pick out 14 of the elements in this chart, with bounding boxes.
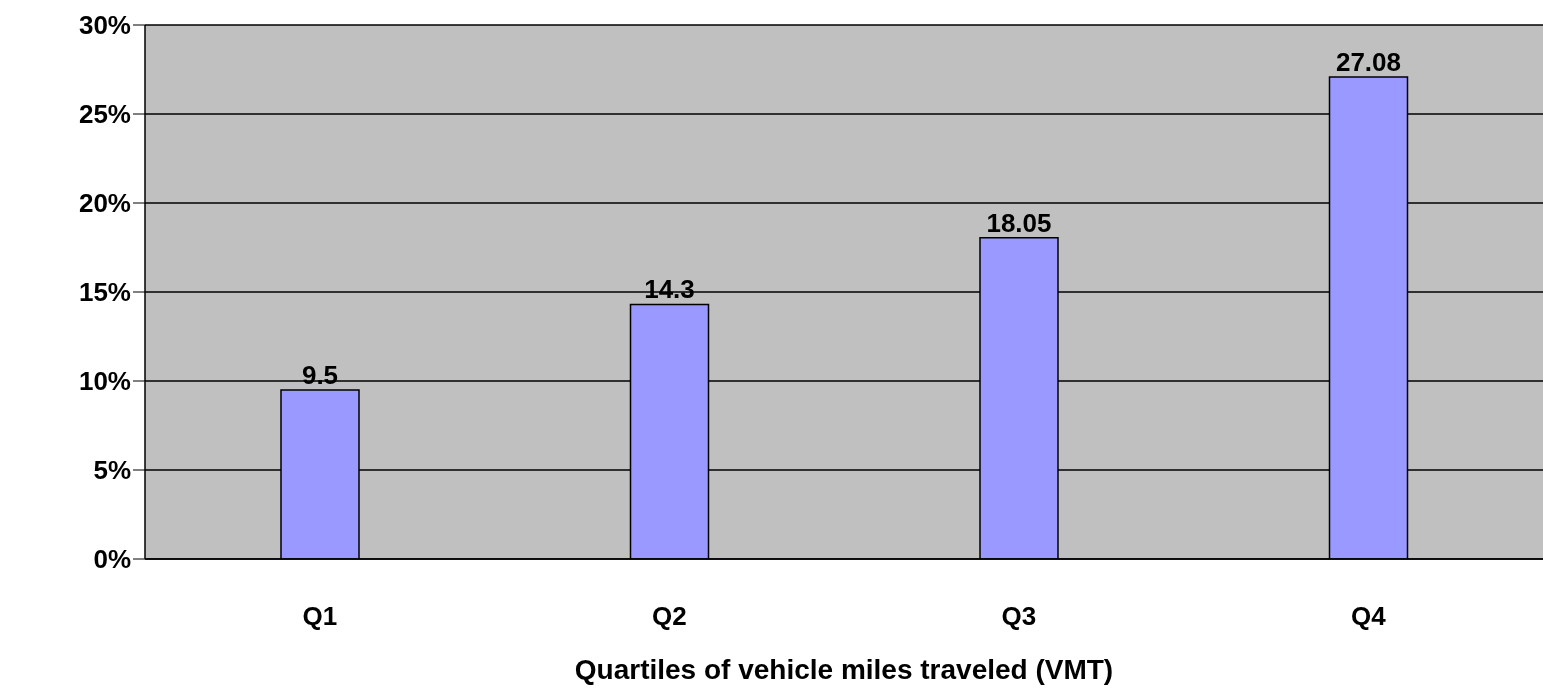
y-tick-label: 20%: [78, 188, 131, 219]
data-label: 27.08: [1335, 46, 1402, 77]
x-tick-label: Q1: [302, 601, 338, 632]
x-tick-label: Q3: [1001, 601, 1037, 632]
y-tick-label: 0%: [93, 544, 131, 575]
y-tick-label: 5%: [93, 455, 131, 486]
y-tick-label: 25%: [78, 99, 131, 130]
x-tick-label: Q4: [1350, 601, 1387, 632]
data-label: 18.05: [986, 207, 1052, 238]
y-tick-label: 30%: [78, 10, 131, 41]
x-axis-title: Quartiles of vehicle miles traveled (VMT): [574, 654, 1114, 685]
x-tick-label: Q2: [651, 601, 687, 632]
y-tick-label: 10%: [78, 366, 131, 397]
y-tick-label: 15%: [78, 277, 131, 308]
